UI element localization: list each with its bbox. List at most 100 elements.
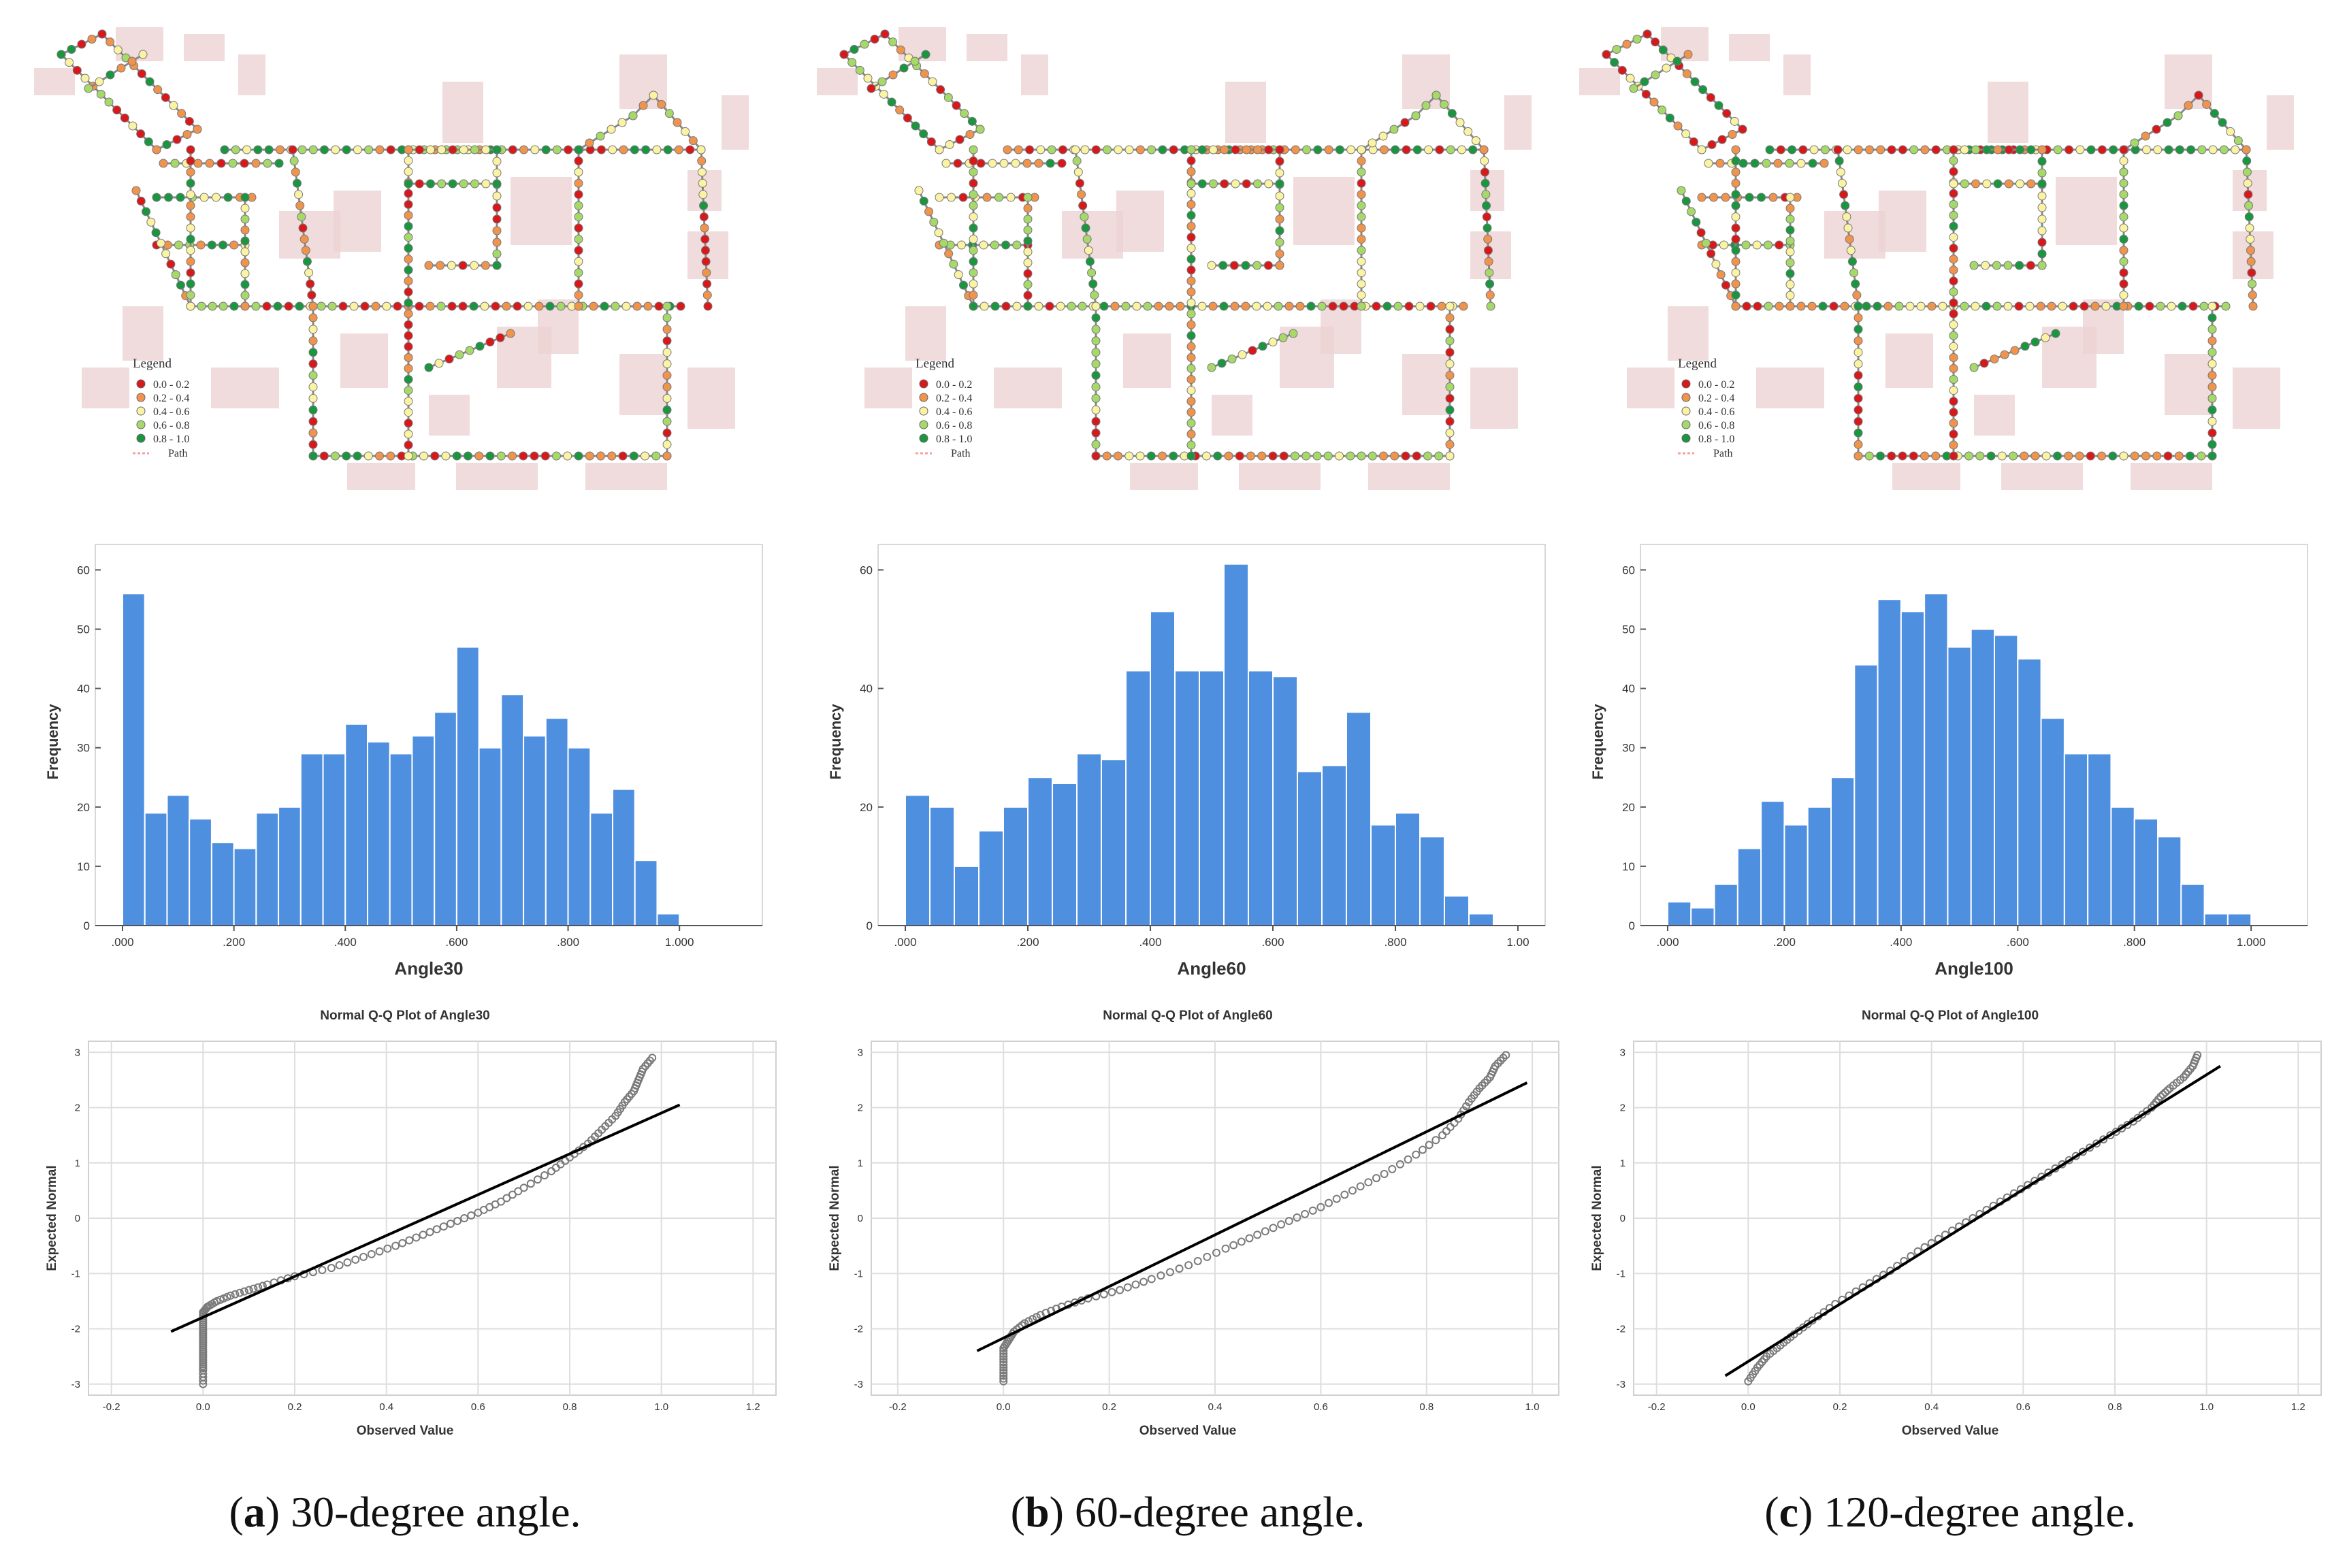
map-point xyxy=(1186,320,1196,329)
map-point xyxy=(1969,261,1979,270)
map-point xyxy=(1091,440,1101,449)
map-point xyxy=(404,255,413,264)
map-point xyxy=(1483,223,1492,233)
legend-swatch xyxy=(919,379,928,389)
map-point xyxy=(1186,331,1196,340)
map-point xyxy=(574,178,583,188)
map-point xyxy=(2210,109,2219,118)
map-point xyxy=(1482,201,1491,210)
map-point xyxy=(1731,145,1741,154)
map-point xyxy=(308,359,318,369)
y-tick-label: 40 xyxy=(860,683,873,696)
map-point xyxy=(176,280,185,290)
qq-point xyxy=(1269,1224,1278,1232)
map-point xyxy=(1971,179,1980,189)
map-point xyxy=(1339,301,1348,311)
map-point xyxy=(519,145,529,154)
x-axis-label: Angle30 xyxy=(394,958,463,979)
map-point xyxy=(2241,145,2251,154)
x-tick-label: -0.2 xyxy=(889,1401,907,1413)
map-point xyxy=(2037,261,2047,270)
map-point xyxy=(131,186,141,195)
map-point xyxy=(629,451,638,461)
map-point xyxy=(1357,201,1366,210)
histogram-bar xyxy=(1924,593,1949,927)
map-point xyxy=(596,145,606,154)
qq-point xyxy=(2161,1088,2170,1097)
map-point xyxy=(1445,382,1455,391)
y-tick-label: 3 xyxy=(858,1047,863,1058)
map-building xyxy=(1988,82,2028,143)
map-point xyxy=(1883,301,1893,311)
y-tick-label: 0 xyxy=(84,919,90,932)
y-tick-label: 20 xyxy=(77,801,90,814)
map-point xyxy=(2119,167,2129,177)
map-point xyxy=(492,214,502,224)
map-point xyxy=(969,145,978,154)
map-point xyxy=(1091,301,1101,311)
map-point xyxy=(1047,145,1056,154)
x-tick-label: .800 xyxy=(2123,936,2146,949)
histogram-bar xyxy=(1321,764,1347,926)
qq-point xyxy=(999,1363,1008,1372)
map-point xyxy=(1949,429,1958,439)
map-point xyxy=(2208,145,2218,154)
map-point xyxy=(2244,190,2253,199)
x-tick-label: 1.000 xyxy=(2237,936,2266,949)
map-point xyxy=(1993,179,2003,189)
map-point xyxy=(1346,451,1355,461)
map-point xyxy=(674,145,683,154)
x-tick-label: 1.000 xyxy=(665,936,694,949)
map-point xyxy=(990,301,1000,311)
map-point xyxy=(662,371,672,380)
legend-label: 0.0 - 0.2 xyxy=(153,379,189,391)
map-point xyxy=(364,145,374,154)
map-point xyxy=(240,193,250,202)
map-point xyxy=(1949,375,1958,384)
map-point xyxy=(1610,58,1619,67)
map-point xyxy=(1731,223,1741,233)
map-point xyxy=(2152,451,2162,461)
map-point xyxy=(448,179,457,189)
y-axis-label: Frequency xyxy=(44,704,61,780)
qq-point xyxy=(425,1228,434,1237)
map-point xyxy=(308,428,318,438)
map-point xyxy=(1208,301,1218,311)
map-point xyxy=(969,223,978,233)
map-point xyxy=(240,258,250,267)
qq-point xyxy=(1175,1264,1184,1273)
histogram-bar xyxy=(1783,823,1809,926)
map-point xyxy=(1023,247,1033,257)
histogram-bar xyxy=(2087,753,2112,926)
map-point xyxy=(186,156,195,165)
map-point xyxy=(1992,261,2001,270)
y-tick-label: 0 xyxy=(867,919,873,932)
qq-point xyxy=(1147,1275,1156,1284)
map-point xyxy=(1213,451,1223,461)
map-point xyxy=(1445,428,1455,438)
qq-point xyxy=(2111,1128,2120,1137)
x-tick-label: 0.4 xyxy=(1208,1401,1223,1413)
map-point xyxy=(1785,236,1795,246)
map-point xyxy=(186,291,195,300)
histogram-bar xyxy=(905,794,930,926)
map-point xyxy=(1798,145,1808,154)
map-point xyxy=(1091,416,1101,426)
map-point xyxy=(2207,325,2217,334)
map-point xyxy=(2119,279,2129,289)
map-point xyxy=(1909,451,1918,461)
map-point xyxy=(1445,416,1455,426)
map-point xyxy=(618,451,628,461)
map-point xyxy=(2156,301,2165,311)
map-point xyxy=(1263,301,1272,311)
map-point xyxy=(1677,186,1686,195)
map-point xyxy=(1230,301,1240,311)
map-point xyxy=(2152,125,2161,134)
map-point xyxy=(702,279,712,289)
legend-title: Legend xyxy=(1678,357,1717,371)
qq-point xyxy=(2106,1131,2115,1140)
map-point xyxy=(2053,451,2062,461)
x-tick-label: 0.4 xyxy=(1924,1401,1939,1413)
map-point xyxy=(1887,145,1896,154)
map-point xyxy=(654,301,664,311)
